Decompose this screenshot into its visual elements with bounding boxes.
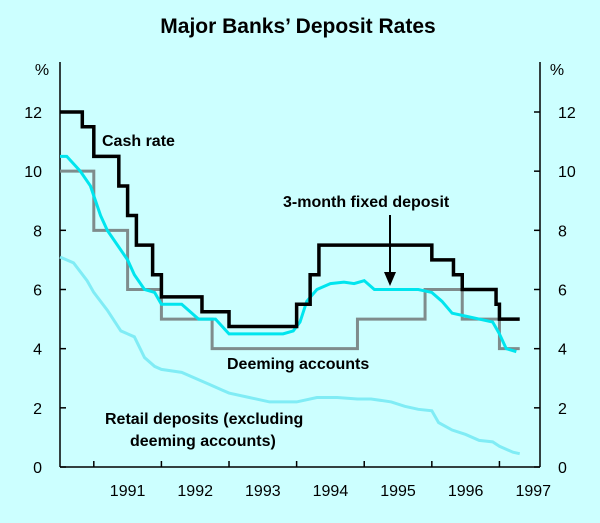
series-deeming-accounts xyxy=(60,169,520,351)
series-retail-deposits xyxy=(59,255,521,456)
chart-title: Major Banks’ Deposit Rates xyxy=(160,15,435,38)
y-tick-label-left: 10 xyxy=(24,164,42,181)
y-tick-label-right: 0 xyxy=(558,460,567,477)
y-unit-right: % xyxy=(550,62,564,79)
y-tick-label-right: 2 xyxy=(558,401,567,418)
y-tick-label-right: 8 xyxy=(558,223,567,240)
x-tick-label: 1996 xyxy=(448,483,484,500)
series-3-month-fixed-deposit xyxy=(60,154,517,354)
label-retail-line2: deeming accounts) xyxy=(130,433,276,450)
label-retail-line1: Retail deposits (excluding xyxy=(105,411,303,428)
y-tick-label-left: 8 xyxy=(33,223,42,240)
x-tick-label: 1992 xyxy=(177,483,213,500)
y-tick-label-left: 0 xyxy=(33,460,42,477)
x-tick-label: 1991 xyxy=(110,483,146,500)
label-fixed-deposit: 3-month fixed deposit xyxy=(283,194,450,211)
y-tick-label-left: 4 xyxy=(33,342,42,359)
y-tick-label-left: 6 xyxy=(33,283,42,300)
label-deeming: Deeming accounts xyxy=(227,356,369,373)
y-tick-label-right: 10 xyxy=(558,164,576,181)
y-tick-label-left: 2 xyxy=(33,401,42,418)
y-tick-label-left: 12 xyxy=(24,105,42,122)
y-unit-left: % xyxy=(35,62,49,79)
annotation-arrow-head xyxy=(384,272,396,286)
y-tick-label-right: 12 xyxy=(558,105,576,122)
x-tick-label: 1993 xyxy=(245,483,281,500)
series-cash-rate xyxy=(60,110,520,329)
label-cash-rate: Cash rate xyxy=(102,133,175,150)
y-tick-label-right: 6 xyxy=(558,283,567,300)
x-tick-label: 1997 xyxy=(515,483,551,500)
x-tick-label: 1995 xyxy=(380,483,416,500)
x-tick-label: 1994 xyxy=(313,483,349,500)
y-tick-label-right: 4 xyxy=(558,342,567,359)
